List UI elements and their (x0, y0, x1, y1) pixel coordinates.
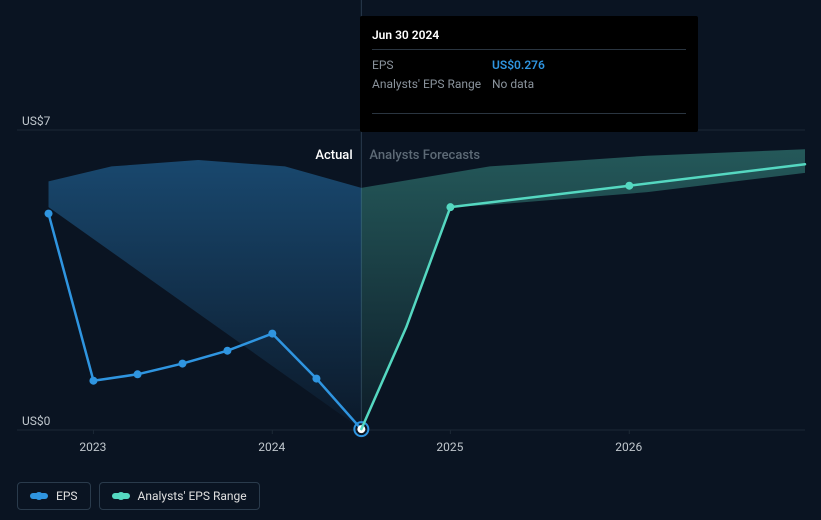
region-label-forecast: Analysts Forecasts (369, 148, 480, 163)
tooltip-row-label: Analysts' EPS Range (372, 75, 492, 94)
x-axis-tick-label: 2023 (79, 440, 106, 454)
tooltip-row-label: EPS (372, 56, 492, 75)
x-axis-tick-label: 2026 (615, 440, 642, 454)
legend-item-label: EPS (56, 489, 78, 503)
x-axis-tick-label: 2025 (436, 440, 463, 454)
legend-item-label: Analysts' EPS Range (138, 489, 247, 503)
legend-item-eps[interactable]: EPS (17, 482, 91, 510)
tooltip-row: EPSUS$0.276 (372, 56, 686, 75)
eps-chart: US$7 US$0 2023 2024 2025 2026 Actual Analysts… (0, 0, 821, 520)
legend-swatch-icon (112, 493, 130, 499)
chart-legend: EPS Analysts' EPS Range (17, 482, 260, 510)
tooltip-date: Jun 30 2024 (372, 26, 686, 45)
tooltip-row: Analysts' EPS RangeNo data (372, 75, 686, 94)
region-label-actual: Actual (315, 148, 352, 163)
legend-item-range[interactable]: Analysts' EPS Range (99, 482, 260, 510)
y-axis-tick-label: US$7 (22, 114, 50, 128)
tooltip-row-value: US$0.276 (492, 56, 545, 75)
tooltip-row-value: No data (492, 75, 534, 94)
y-axis-tick-label: US$0 (22, 414, 50, 428)
legend-swatch-icon (30, 493, 48, 499)
chart-tooltip: Jun 30 2024 EPSUS$0.276Analysts' EPS Ran… (360, 16, 698, 132)
x-axis-tick-label: 2024 (258, 440, 285, 454)
